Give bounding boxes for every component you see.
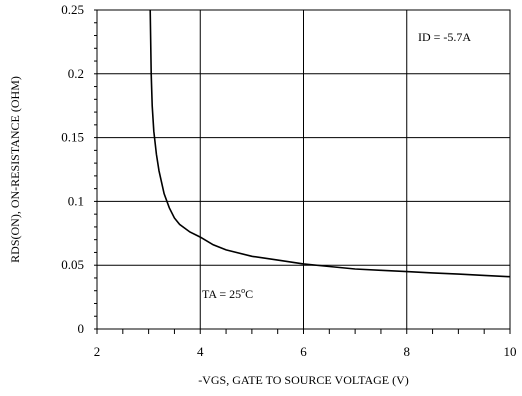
ta-annotation-suffix: C: [245, 287, 253, 301]
ta-annotation-degree: o: [241, 286, 245, 295]
x-tick-label: 6: [300, 344, 307, 359]
x-tick-label: 10: [504, 344, 517, 359]
y-tick-label: 0.1: [68, 193, 84, 208]
y-tick-label: 0.15: [61, 130, 84, 145]
y-tick-label: 0.05: [61, 257, 84, 272]
x-tick-label: 4: [197, 344, 204, 359]
grid-lines: [97, 10, 510, 329]
id-annotation: ID = -5.7A: [418, 30, 471, 44]
ta-annotation: TA = 25oC: [202, 286, 253, 301]
x-tick-label: 2: [94, 344, 101, 359]
y-tick-label: 0.2: [68, 66, 84, 81]
y-tick-labels: 0 0.05 0.1 0.15 0.2 0.25: [61, 2, 84, 336]
x-axis-label: -VGS, GATE TO SOURCE VOLTAGE (V): [198, 373, 409, 387]
tick-marks: [94, 9, 511, 334]
ta-annotation-prefix: TA = 25: [202, 287, 241, 301]
y-axis-label: RDS(ON), ON-RESISTANCE (OHM): [8, 76, 22, 263]
rds-on-curve: [149, 9, 511, 278]
y-tick-label: 0.25: [61, 2, 84, 17]
x-tick-label: 8: [404, 344, 411, 359]
y-tick-label: 0: [78, 321, 85, 336]
x-tick-labels: 2 4 6 8 10: [94, 344, 517, 359]
